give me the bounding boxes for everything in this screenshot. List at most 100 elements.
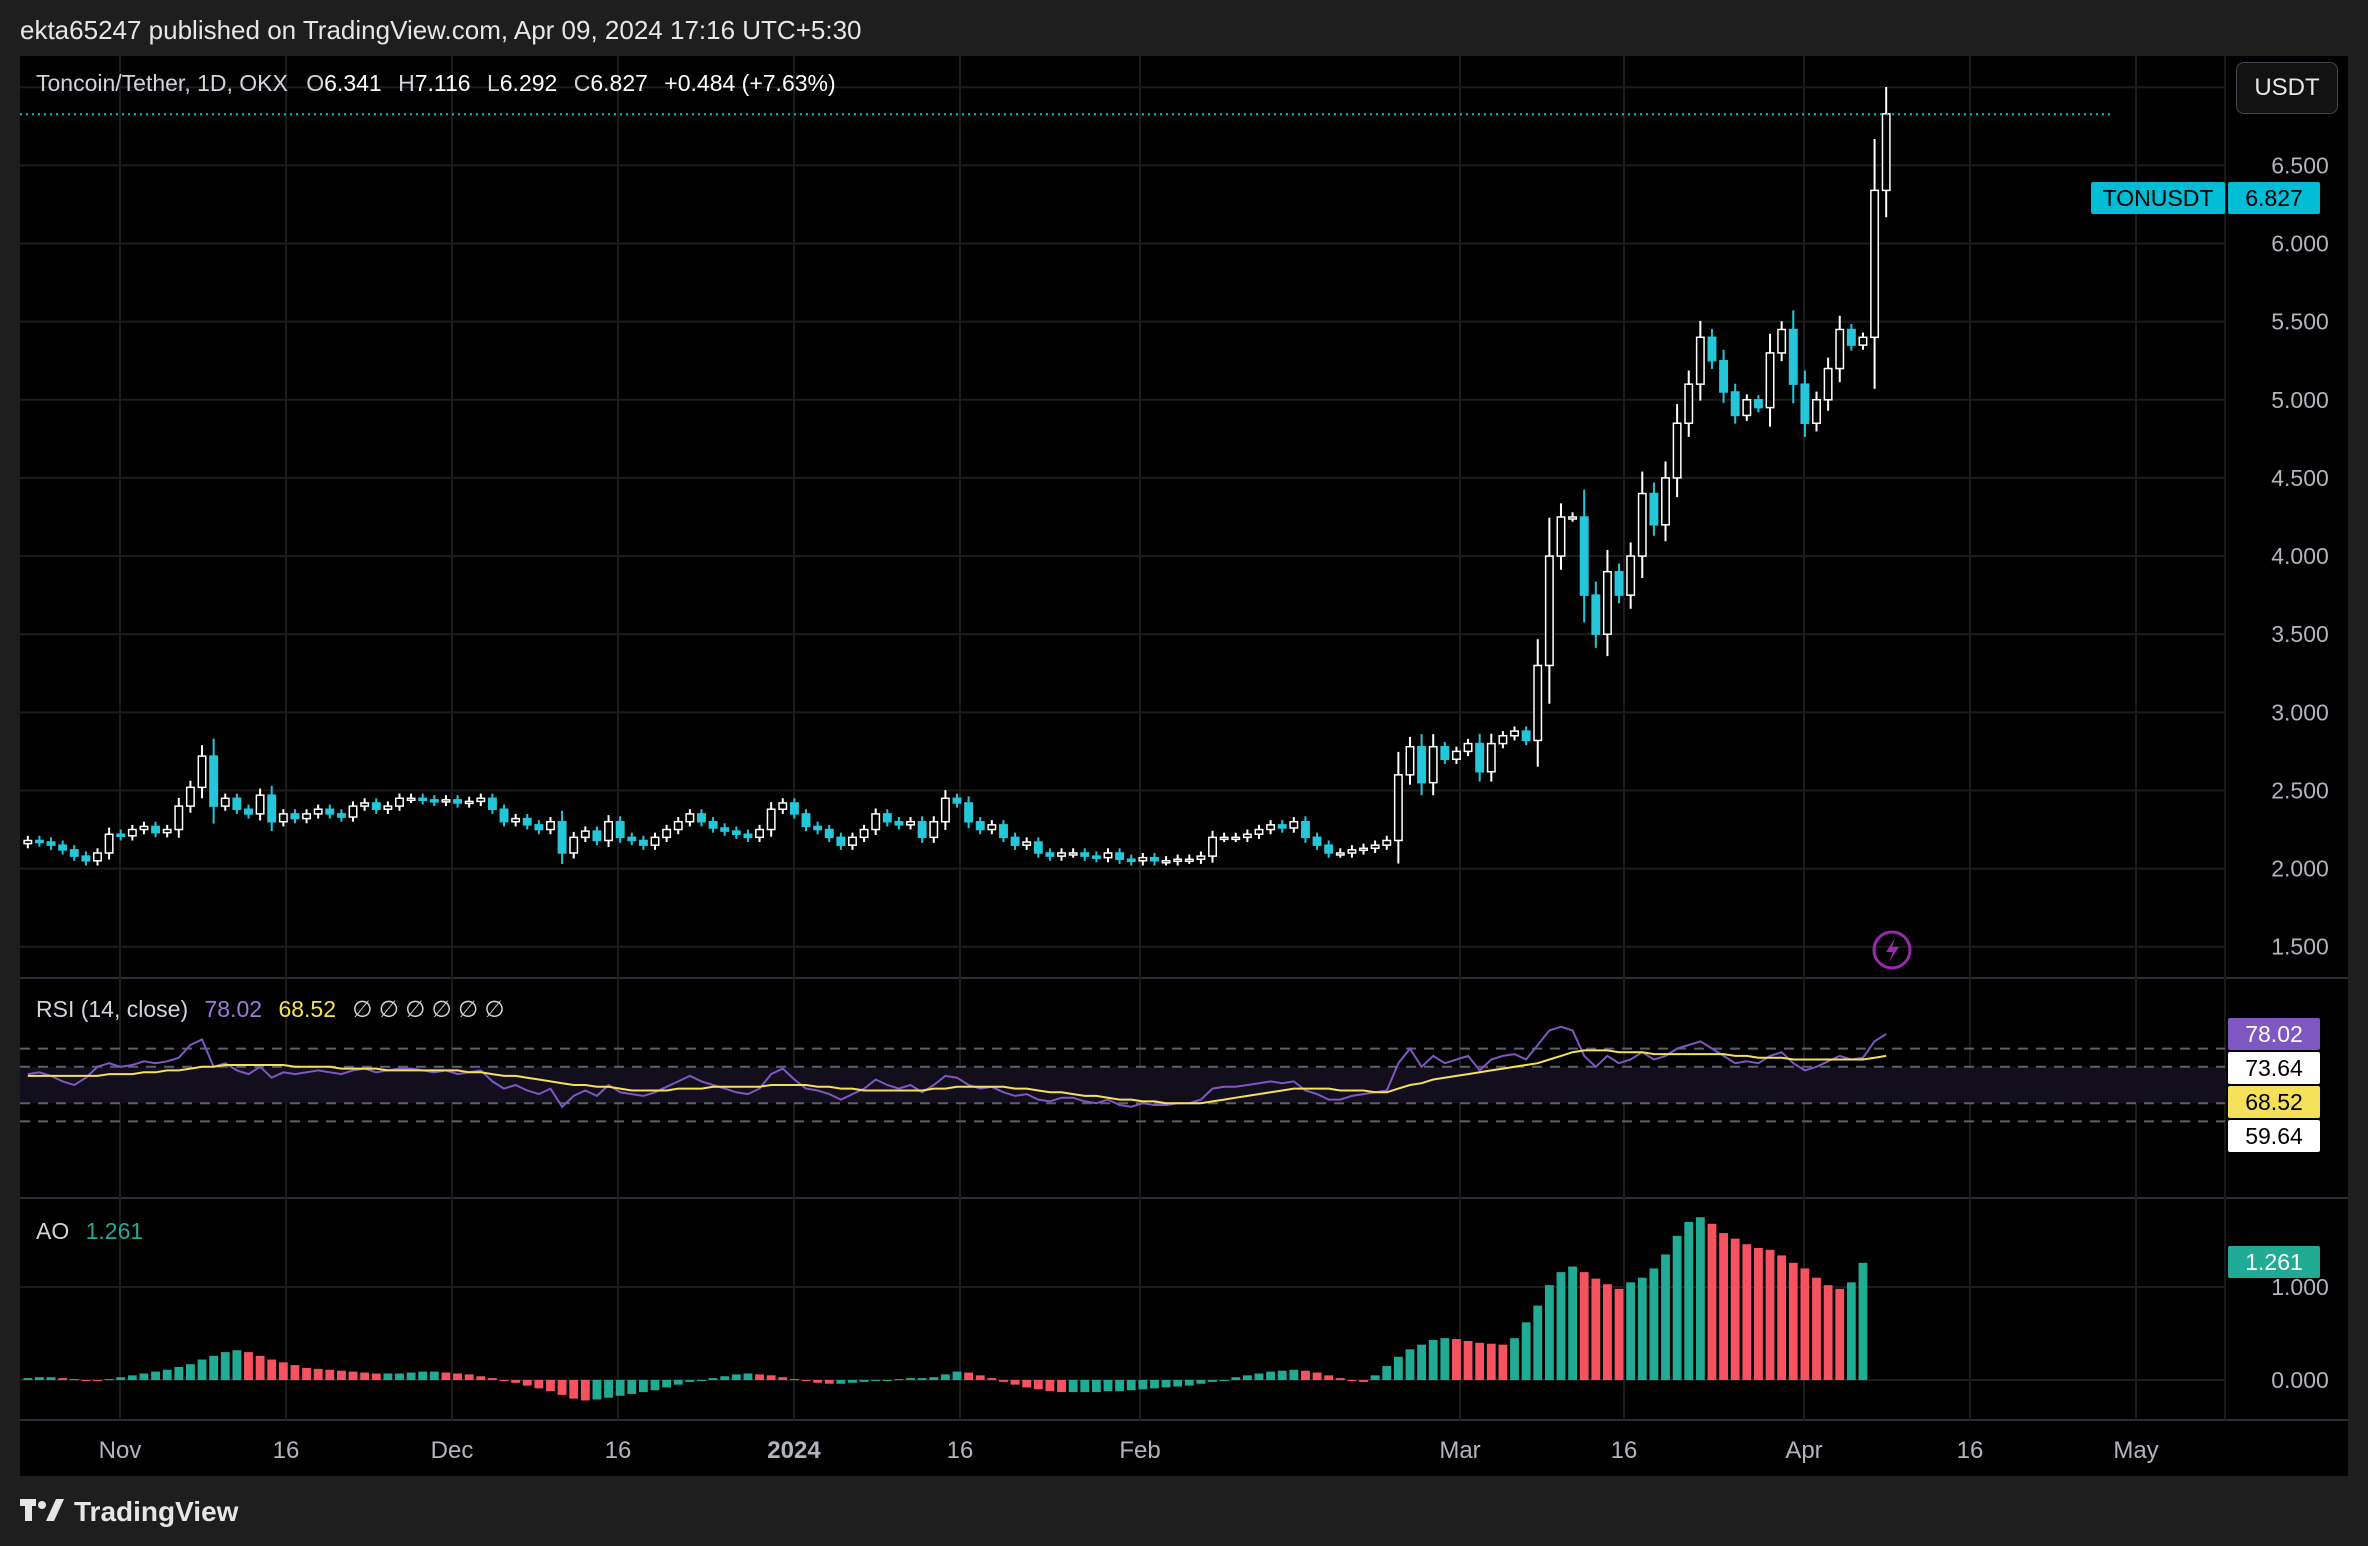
ao-bar [1254, 1373, 1264, 1380]
ao-bar [1812, 1277, 1821, 1380]
candle-body [1637, 492, 1647, 557]
ao-bar [859, 1380, 869, 1382]
candle-body [731, 830, 741, 835]
rsi-label[interactable]: RSI (14, close) [36, 996, 189, 1022]
rsi-pane[interactable] [20, 1025, 2225, 1123]
candle-body [1661, 477, 1670, 526]
candle-body [1451, 750, 1461, 760]
ao-bar [778, 1377, 788, 1380]
candle-body [615, 820, 625, 839]
candle-body [522, 817, 532, 826]
candle-body [1510, 730, 1519, 737]
candle-body [1753, 399, 1763, 409]
change-value: +0.484 (+7.63%) [664, 70, 836, 96]
ao-bar [1161, 1380, 1171, 1388]
candle-body [1068, 852, 1078, 856]
candle-body [1591, 594, 1601, 635]
candle-body [1359, 847, 1368, 852]
candle-body [1719, 359, 1729, 393]
symbol-label[interactable]: Toncoin/Tether, 1D, OKX [36, 70, 288, 96]
candle-body [1266, 824, 1276, 831]
chart-area[interactable] [20, 56, 2348, 1476]
ao-bar [789, 1379, 799, 1381]
ao-bar [511, 1380, 521, 1383]
x-tick-label: Mar [1439, 1437, 1480, 1464]
ao-bar [1440, 1338, 1450, 1380]
candle-body [1486, 742, 1496, 773]
candle-body [127, 828, 137, 837]
candle-body [534, 824, 544, 831]
chart-svg[interactable]: Nov16Dec16202416FebMar16Apr16May7.0006.5… [20, 56, 2348, 1476]
candle-body [1579, 516, 1589, 596]
ao-bar [522, 1380, 532, 1386]
ao-bar [1521, 1322, 1531, 1380]
candle-body [859, 828, 869, 839]
candle-body [1091, 855, 1101, 859]
ticker-badge: TONUSDT [2091, 182, 2225, 214]
candle-body [697, 813, 706, 823]
ao-bar [1556, 1272, 1566, 1380]
candle-body [1254, 828, 1264, 835]
ao-bar [383, 1373, 393, 1380]
candle-body [964, 802, 974, 823]
candle-body [1858, 336, 1868, 346]
ao-bar [1649, 1268, 1659, 1380]
candle-body [232, 797, 242, 810]
ao-tick-label: 1.000 [2271, 1274, 2329, 1300]
grid-layer [20, 56, 2348, 1421]
candle-body [1300, 820, 1310, 839]
price-pane[interactable] [20, 87, 2111, 970]
candle-body [1800, 383, 1810, 424]
high-label: H [398, 70, 415, 96]
candle-body [1405, 745, 1415, 776]
price-tick-label: 2.500 [2271, 777, 2329, 803]
ao-bar [371, 1373, 381, 1380]
candle-body [1498, 735, 1508, 745]
candle-body [1161, 860, 1171, 864]
price-tick-label: 5.500 [2271, 309, 2329, 335]
ao-bar [81, 1380, 91, 1381]
price-tick-label: 6.500 [2271, 152, 2329, 178]
candle-body [1707, 336, 1717, 362]
candle-body [104, 833, 114, 854]
candle-body [1393, 774, 1403, 842]
ao-bar [964, 1372, 974, 1380]
candle-body [1672, 422, 1682, 479]
ao-bar [499, 1380, 509, 1381]
axis-layer: Nov16Dec16202416FebMar16Apr16May7.0006.5… [99, 74, 2329, 1464]
tradingview-logo[interactable]: TradingView [20, 1494, 238, 1530]
ao-bar [1370, 1375, 1380, 1380]
ao-bar [255, 1355, 265, 1380]
candle-body [1289, 820, 1299, 829]
candle-body [116, 833, 126, 837]
close-label: C [573, 70, 591, 96]
candle-body [1126, 858, 1136, 862]
candle-body [23, 839, 33, 845]
ao-bar [1405, 1349, 1415, 1380]
lightning-icon [1872, 930, 1912, 970]
rsi-upper-badge: 73.64 [2228, 1052, 2320, 1084]
candle-body [453, 799, 463, 804]
ao-bar [313, 1368, 323, 1380]
candle-body [975, 820, 985, 831]
ao-pane[interactable] [23, 1217, 1868, 1401]
candle-body [395, 797, 404, 807]
ao-bar [1301, 1370, 1310, 1380]
x-tick-label: Nov [99, 1437, 142, 1464]
candle-body [290, 813, 300, 820]
ao-bar [1475, 1342, 1485, 1380]
candle-body [476, 797, 486, 803]
ao-bar [836, 1380, 846, 1384]
ao-bar [139, 1373, 149, 1380]
ao-bar [1138, 1380, 1148, 1390]
ao-label[interactable]: AO [36, 1218, 70, 1244]
candle-body [360, 802, 370, 807]
ao-bar [1219, 1380, 1229, 1381]
candle-body [1428, 745, 1438, 784]
ao-bar [871, 1380, 881, 1381]
currency-button[interactable]: USDT [2236, 62, 2338, 114]
price-tick-label: 3.000 [2271, 699, 2329, 725]
ao-bar [557, 1380, 567, 1395]
ao-bar [476, 1376, 486, 1380]
candle-body [1277, 824, 1287, 829]
